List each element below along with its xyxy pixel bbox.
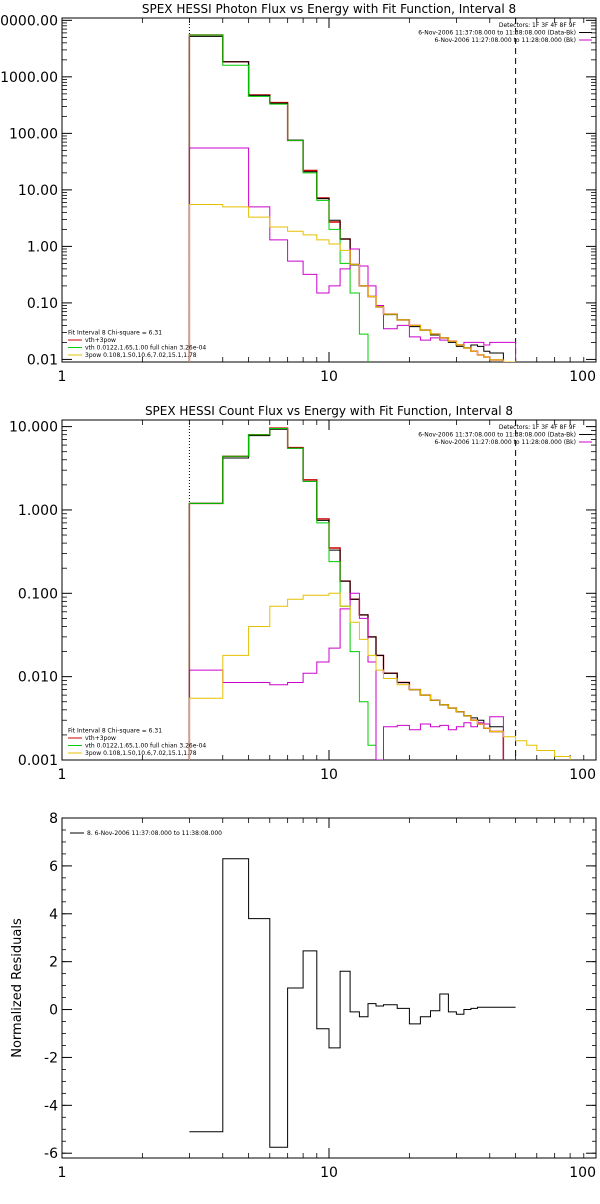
y-tick-label: 0.01 xyxy=(27,352,58,368)
chart-title: SPEX HESSI Count Flux vs Energy with Fit… xyxy=(145,404,513,418)
y-tick-label: 8 xyxy=(49,811,58,827)
data-series-1 xyxy=(188,34,505,362)
legend-bottomleft-text: 3pow 0.108,1.50,10.6,7.02,15.1,1.78 xyxy=(85,750,197,757)
data-series-4 xyxy=(188,592,504,760)
x-tick-label: 10 xyxy=(320,369,338,385)
data-series-3 xyxy=(188,34,369,362)
legend-bottomleft-text: vth 0.0122,1.65,1.00 full chian 3.26e-04 xyxy=(85,345,206,352)
data-series-5 xyxy=(188,204,517,362)
x-tick-label: 1 xyxy=(58,767,67,783)
legend-topleft-text: 8. 6-Nov-2006 11:37:08.000 to 11:38:08.0… xyxy=(87,830,222,837)
y-tick-label: 0.010 xyxy=(18,670,58,686)
data-series-5 xyxy=(188,592,571,760)
legend-bottomleft-text: 3pow 0.108,1.50,10.6,7.02,15.1,1.78 xyxy=(85,352,197,359)
chart-panel-2: SPEX HESSI Count Flux vs Energy with Fit… xyxy=(9,404,597,783)
data-series-2 xyxy=(188,428,504,760)
x-tick-label: 1 xyxy=(58,369,67,385)
x-tick-label: 100 xyxy=(569,1165,596,1181)
series-group xyxy=(188,427,571,760)
chart-panel-1: SPEX HESSI Photon Flux vs Energy with Fi… xyxy=(0,2,597,385)
series-group xyxy=(188,34,517,362)
y-tick-label: -4 xyxy=(44,1098,58,1114)
legend-bottomleft-text: Fit Interval 8 Chi-square = 6.31 xyxy=(68,330,162,337)
legend-bottomleft-text: vth 0.0122,1.65,1.00 full chian 3.26e-04 xyxy=(85,743,206,750)
legend-topright-text: Detectors: 1F 3F 4F 8F 9F xyxy=(499,22,577,29)
legend-bottomleft-text: Fit Interval 8 Chi-square = 6.31 xyxy=(68,728,162,735)
y-tick-label: 0 xyxy=(49,1003,58,1019)
legend-topright-text: Detectors: 1F 3F 4F 8F 9F xyxy=(499,424,577,431)
y-tick-label: -2 xyxy=(44,1050,58,1066)
data-series-4 xyxy=(188,147,517,362)
chart-panel-3: 1 10 100 8 6 4 2 0 -2 -4 -6 Normalized Residuals 8. … xyxy=(10,811,597,1181)
legend-bottomleft-text: vth+3pow xyxy=(85,735,116,742)
legend-topright-text: 6-Nov-2006 11:37:08.000 to 11:38:08.000 … xyxy=(418,432,576,439)
plot-frame xyxy=(61,817,597,1159)
y-tick-label: 1.00 xyxy=(27,239,58,255)
data-series-2 xyxy=(188,35,504,362)
x-tick-label: 10 xyxy=(320,767,338,783)
x-tick-label: 100 xyxy=(569,369,596,385)
y-tick-label: 6 xyxy=(49,859,58,875)
y-tick-label: 2 xyxy=(49,955,58,971)
chart-title: SPEX HESSI Photon Flux vs Energy with Fi… xyxy=(142,2,516,16)
y-axis-label: Normalized Residuals xyxy=(10,918,25,1058)
legend-topright-text: 6-Nov-2006 11:27:08.000 to 11:28:08.000 … xyxy=(434,439,576,446)
data-series-3 xyxy=(188,428,377,760)
x-tick-label: 1 xyxy=(58,1165,67,1181)
y-tick-label: 100.00 xyxy=(9,126,58,142)
y-tick-label: -6 xyxy=(44,1146,58,1162)
y-tick-label: 10.00 xyxy=(18,183,58,199)
y-tick-label: 0.10 xyxy=(27,296,58,312)
legend-bottomleft-text: vth+3pow xyxy=(85,337,116,344)
y-tick-label: 10.000 xyxy=(9,420,58,436)
series-group xyxy=(189,858,516,1148)
legend-topright-text: 6-Nov-2006 11:27:08.000 to 11:28:08.000 … xyxy=(434,37,576,44)
y-tick-label: 0.001 xyxy=(18,753,58,769)
y-tick-label: 1000.00 xyxy=(0,70,58,86)
data-series-1 xyxy=(188,427,505,760)
x-tick-label: 10 xyxy=(320,1165,338,1181)
y-tick-label: 0.100 xyxy=(18,586,58,602)
data-series-1 xyxy=(189,858,516,1148)
y-tick-label: 1.000 xyxy=(18,503,58,519)
legend-topright-text: 6-Nov-2006 11:37:08.000 to 11:38:08.000 … xyxy=(418,30,576,37)
y-tick-label: 4 xyxy=(49,907,58,923)
x-tick-label: 100 xyxy=(569,767,596,783)
